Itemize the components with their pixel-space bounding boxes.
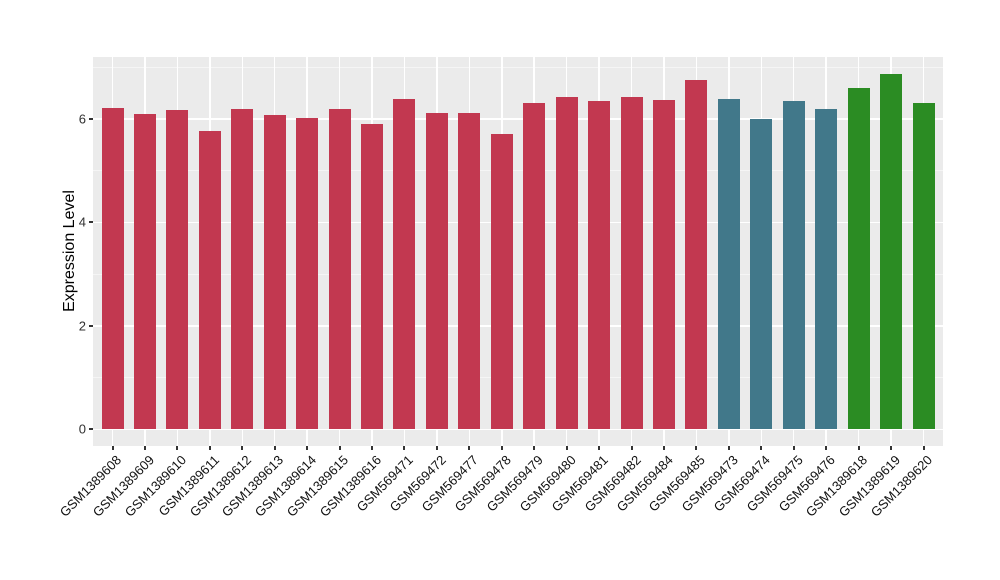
bar-GSM1389615: [328, 109, 351, 430]
bar-GSM1389608: [101, 107, 124, 430]
gridline-minor: [93, 170, 943, 172]
x-tick-mark: [890, 446, 893, 450]
bar-GSM569474: [750, 118, 773, 430]
bar-GSM1389610: [166, 110, 189, 430]
bar-GSM569485: [685, 80, 708, 430]
bar-GSM569481: [588, 100, 611, 430]
bar-GSM1389613: [263, 114, 286, 430]
y-tick-mark: [89, 117, 93, 120]
x-tick-mark: [208, 446, 211, 450]
x-tick-mark: [338, 446, 341, 450]
bar-GSM1389619: [880, 73, 903, 430]
gridline-minor: [93, 66, 943, 68]
x-tick-mark: [792, 446, 795, 450]
y-tick-label: 4: [78, 214, 86, 230]
bar-GSM1389612: [231, 108, 254, 430]
x-tick-mark: [403, 446, 406, 450]
bar-GSM569472: [425, 112, 448, 430]
x-tick-mark: [695, 446, 698, 450]
bar-GSM569478: [490, 133, 513, 430]
bar-GSM569477: [458, 113, 481, 430]
bar-GSM569480: [555, 96, 578, 430]
x-tick-mark: [922, 446, 925, 450]
bar-GSM569482: [620, 96, 643, 430]
x-tick-mark: [565, 446, 568, 450]
x-tick-mark: [598, 446, 601, 450]
bar-GSM1389611: [198, 130, 221, 430]
bar-GSM569476: [815, 109, 838, 430]
x-tick-mark: [533, 446, 536, 450]
gridline-minor: [93, 377, 943, 379]
gridline-major: [93, 428, 943, 431]
bar-GSM1389618: [847, 88, 870, 430]
x-tick-mark: [435, 446, 438, 450]
x-tick-mark: [306, 446, 309, 450]
x-tick-mark: [143, 446, 146, 450]
x-tick-mark: [500, 446, 503, 450]
y-tick-mark: [89, 428, 93, 431]
y-tick-mark: [89, 221, 93, 224]
y-tick-label: 0: [78, 421, 86, 437]
y-axis-title: Expression Level: [61, 190, 78, 312]
x-tick-mark: [273, 446, 276, 450]
gridline-major: [93, 221, 943, 224]
y-tick-label: 6: [78, 111, 86, 127]
bar-GSM569475: [782, 100, 805, 430]
bar-GSM569473: [717, 99, 740, 430]
x-tick-mark: [630, 446, 633, 450]
x-tick-mark: [468, 446, 471, 450]
x-tick-mark: [111, 446, 114, 450]
x-tick-mark: [760, 446, 763, 450]
x-tick-mark: [857, 446, 860, 450]
x-tick-mark: [727, 446, 730, 450]
gridline-minor: [93, 273, 943, 275]
bar-GSM569471: [393, 99, 416, 430]
x-tick-mark: [241, 446, 244, 450]
gridline-major: [93, 325, 943, 327]
bar-GSM1389609: [133, 113, 156, 430]
bar-GSM569484: [652, 99, 675, 430]
x-tick-mark: [371, 446, 374, 450]
bar-GSM1389620: [912, 103, 935, 430]
bar-GSM1389614: [296, 118, 319, 430]
chart-panel: [93, 57, 943, 446]
y-tick-label: 2: [78, 318, 86, 334]
x-tick-mark: [662, 446, 665, 450]
bar-GSM1389616: [361, 124, 384, 430]
x-tick-mark: [176, 446, 179, 450]
gridline-major: [93, 118, 943, 120]
y-tick-mark: [89, 324, 93, 327]
x-tick-mark: [825, 446, 828, 450]
bar-GSM569479: [523, 102, 546, 430]
